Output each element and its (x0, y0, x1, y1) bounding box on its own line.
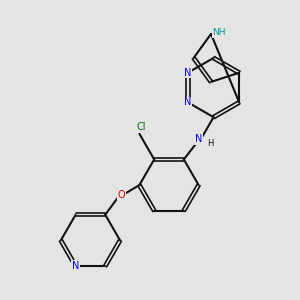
Text: N: N (72, 261, 79, 271)
Text: O: O (118, 190, 125, 200)
Text: N: N (195, 134, 202, 144)
Text: N: N (184, 68, 192, 78)
Text: N: N (184, 98, 192, 107)
Text: Cl: Cl (136, 122, 146, 132)
Text: NH: NH (213, 28, 226, 37)
Text: H: H (207, 139, 214, 148)
